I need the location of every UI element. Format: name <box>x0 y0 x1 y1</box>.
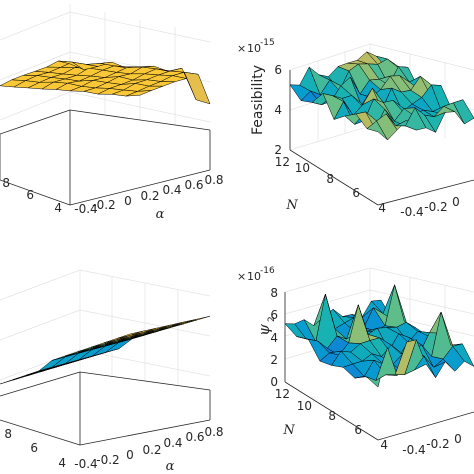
tl-x-tick-label-6: 0.8 <box>204 173 223 187</box>
bl-surface <box>0 315 211 385</box>
br-y-label: N <box>282 423 295 438</box>
tl-x-tick-label-3: 0.2 <box>140 189 159 203</box>
bl-y-tick-label-1: 6 <box>30 441 38 455</box>
svg-text:×: × <box>237 270 246 283</box>
bl-x-tick-label-4: 0.4 <box>163 436 182 450</box>
tl-surface-facet <box>184 71 211 105</box>
tr-z-tick-label-1: 4 <box>274 103 282 117</box>
tl-y-tick-label-0: 4 <box>54 201 62 215</box>
tr-surface-facet <box>453 99 474 125</box>
tr-y-label: N <box>285 198 298 213</box>
tr-z-label: Feasibility <box>250 65 266 135</box>
tr-exponent-base: 10 <box>247 42 261 55</box>
tr-axes <box>289 70 474 206</box>
br-y-ticks: 4 6 8 10 12 <box>275 387 388 452</box>
br-exponent: × 10 -16 <box>237 266 275 283</box>
tr-y-tick-label-3: 10 <box>295 161 310 175</box>
bl-x-tick-label-3: 0.2 <box>142 443 161 457</box>
panel-bottom-left: -0.4-0.2 0 0.2 0.4 0.6 0.8 4 6 8 α <box>0 269 224 474</box>
tr-x-tick-label-2: 0 <box>452 195 460 209</box>
tl-x-tick-label-1: -0.2 <box>92 198 115 212</box>
tl-surface <box>0 60 211 105</box>
bl-x-ticks: -0.4-0.2 0 0.2 0.4 0.6 0.8 <box>74 425 223 471</box>
tl-x-tick-label-2: 0 <box>124 194 132 208</box>
bl-x-tick-label-5: 0.6 <box>185 430 204 444</box>
br-y-tick-label-3: 10 <box>297 399 312 413</box>
panel-top-left: -0.4-0.2 0 0.2 0.4 0.6 0.8 4 6 8 α <box>0 4 224 222</box>
tl-x-label: α <box>156 207 165 222</box>
br-z-tick-label-4: 8 <box>270 286 278 300</box>
br-exponent-power: -16 <box>260 266 275 276</box>
br-surface <box>284 284 474 388</box>
br-x-tick-label-0: -0.4 <box>402 443 425 457</box>
panel-bottom-right: × 10 -16 0 2 4 6 8 4 6 8 10 12 -0.4 -0.2 0 <box>237 266 474 457</box>
bl-y-tick-label-2: 8 <box>4 427 12 441</box>
br-z-tick-label-2: 4 <box>270 331 278 345</box>
tr-z-ticks: 2 4 6 <box>274 63 282 157</box>
br-y-tick-label-4: 12 <box>275 387 290 401</box>
tr-x-tick-label-0: -0.4 <box>400 205 423 219</box>
tr-y-ticks: 4 6 8 10 12 <box>275 155 386 215</box>
br-z-label: ψ 2 <box>255 316 277 336</box>
tr-x-ticks: -0.4 -0.2 0 <box>400 195 460 219</box>
tl-y-tick-label-2: 8 <box>2 176 10 190</box>
bl-surface-facet <box>183 315 211 324</box>
bl-y-tick-label-0: 4 <box>58 456 66 470</box>
bl-grid <box>0 269 211 396</box>
tr-z-tick-label-2: 6 <box>274 63 282 77</box>
tl-axes <box>0 109 211 206</box>
tl-x-tick-label-0: -0.4 <box>74 202 97 216</box>
br-y-tick-label-1: 6 <box>354 423 362 437</box>
tr-exponent-power: -15 <box>260 38 275 48</box>
tr-z-tick-label-0: 2 <box>274 143 282 157</box>
br-z-tick-label-3: 6 <box>270 308 278 322</box>
tl-y-tick-label-1: 6 <box>26 188 34 202</box>
tl-x-tick-label-5: 0.6 <box>184 178 203 192</box>
tl-x-ticks: -0.4-0.2 0 0.2 0.4 0.6 0.8 <box>74 173 223 216</box>
br-y-tick-label-0: 4 <box>380 438 388 452</box>
bl-x-tick-label-1: -0.2 <box>96 453 119 467</box>
tr-x-tick-label-1: -0.2 <box>424 200 447 214</box>
tl-x-tick-label-4: 0.4 <box>162 183 181 197</box>
tl-y-ticks: 4 6 8 <box>2 176 62 215</box>
tr-exponent: × 10 -15 <box>237 38 275 55</box>
tr-y-tick-label-2: 8 <box>326 172 334 186</box>
bl-x-label: α <box>166 459 175 474</box>
svg-text:×: × <box>237 42 246 55</box>
tr-surface <box>289 51 474 141</box>
bl-axes <box>0 371 211 446</box>
br-x-ticks: -0.4 -0.2 0 <box>402 432 462 457</box>
br-z-label-symbol: ψ <box>255 324 273 336</box>
bl-x-tick-label-6: 0.8 <box>204 425 223 439</box>
tr-y-tick-label-0: 4 <box>378 201 386 215</box>
bl-x-tick-label-2: 0 <box>126 448 134 462</box>
br-y-tick-label-2: 8 <box>328 409 336 423</box>
br-x-tick-label-2: 0 <box>454 432 462 446</box>
br-surface-facet <box>452 343 474 367</box>
br-x-tick-label-1: -0.2 <box>426 437 449 451</box>
bl-x-tick-label-0: -0.4 <box>74 457 97 471</box>
bl-y-ticks: 4 6 8 <box>4 427 66 470</box>
br-z-label-subscript: 2 <box>267 316 277 322</box>
br-z-tick-label-1: 2 <box>270 353 278 367</box>
tr-y-tick-label-1: 6 <box>352 186 360 200</box>
tr-y-tick-label-4: 12 <box>275 155 290 169</box>
br-exponent-base: 10 <box>247 270 261 283</box>
br-axes <box>284 292 474 441</box>
br-z-tick-label-0: 0 <box>270 375 278 389</box>
br-z-ticks: 0 2 4 6 8 <box>270 286 278 389</box>
